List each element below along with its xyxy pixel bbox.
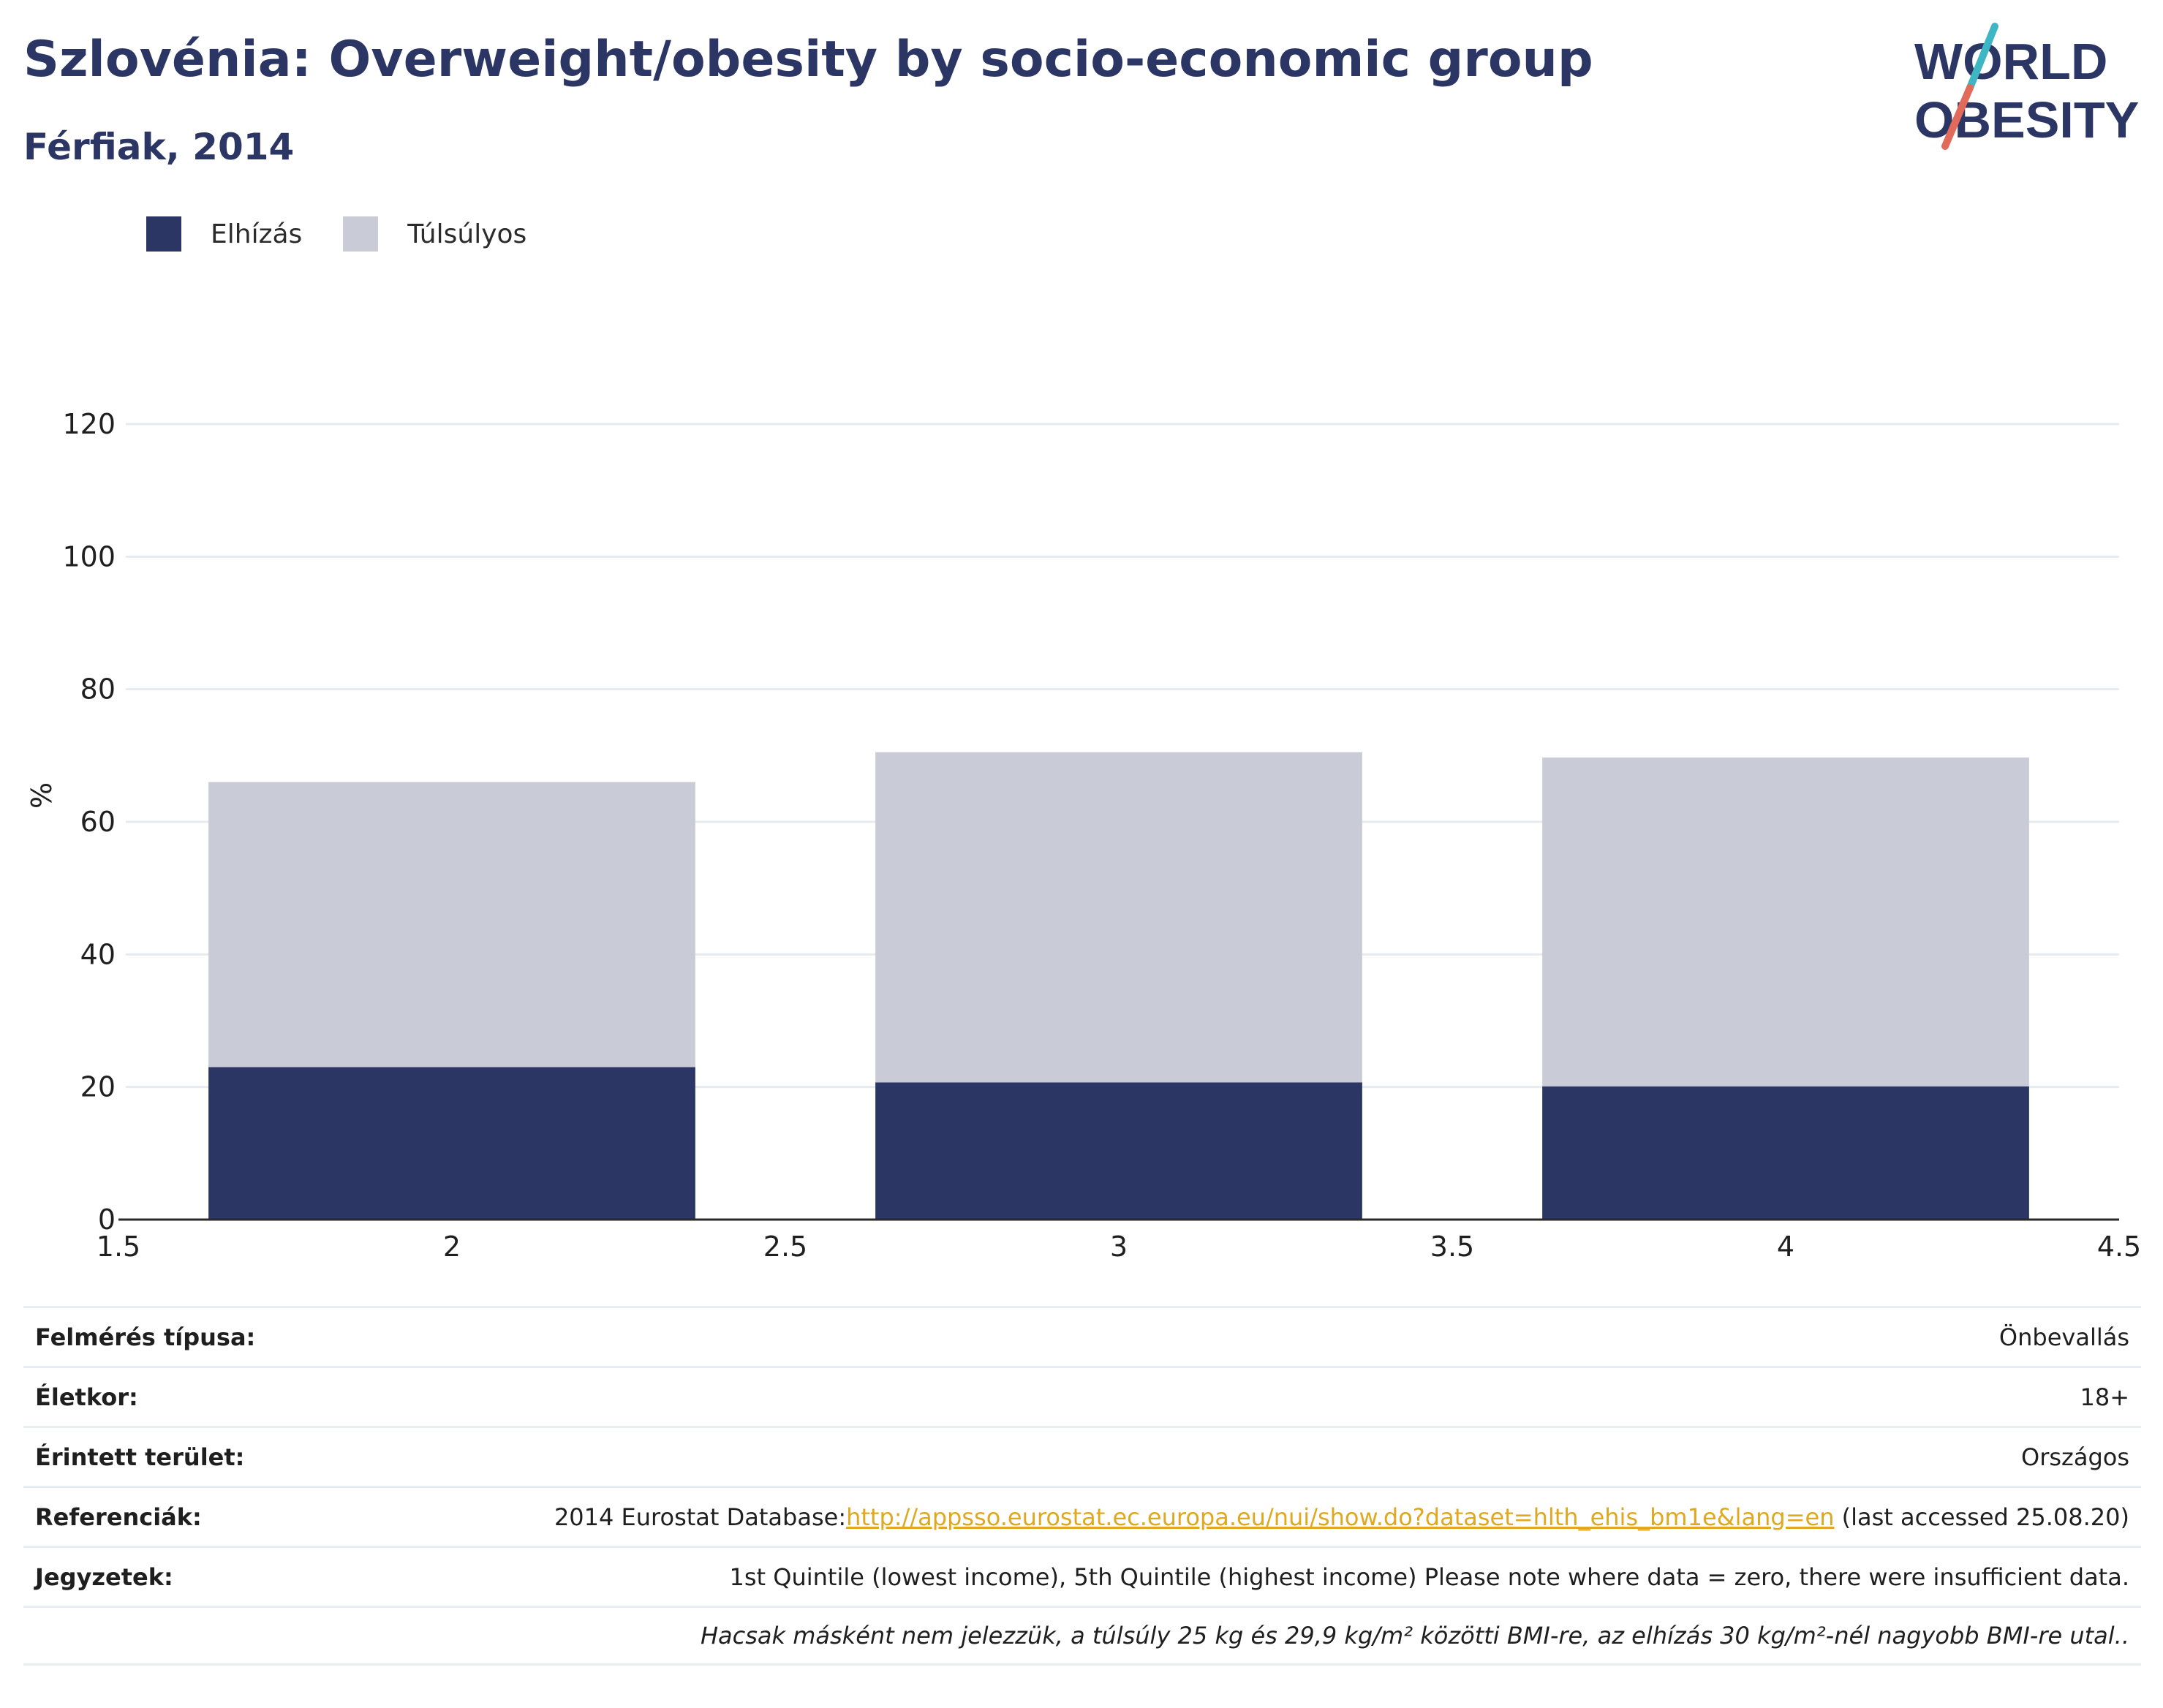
x-tick-label: 2.5 bbox=[763, 1231, 807, 1263]
y-tick-label: 120 bbox=[62, 408, 116, 440]
legend-label-obesity: Elhízás bbox=[211, 219, 303, 249]
bar-overweight[interactable] bbox=[1542, 757, 2029, 1087]
legend-item-obesity[interactable]: Elhízás bbox=[146, 216, 302, 252]
legend: Elhízás Túlsúlyos bbox=[146, 216, 567, 252]
legend-item-overweight[interactable]: Túlsúlyos bbox=[343, 216, 526, 252]
legend-swatch-overweight bbox=[343, 216, 379, 252]
bar-obesity[interactable] bbox=[875, 1082, 1362, 1220]
world-obesity-logo: WORLD OBESITY bbox=[1914, 23, 2139, 150]
age-value: 18+ bbox=[2080, 1383, 2129, 1411]
x-tick-label: 4 bbox=[1777, 1231, 1794, 1263]
axes: 0 20 40 60 80 100 120 1.5 2 2.5 3 3.5 4 4.5 bbox=[62, 408, 2141, 1263]
references-link[interactable]: http://appsso.eurostat.ec.europa.eu/nui/… bbox=[846, 1503, 1835, 1531]
x-tick-label: 3 bbox=[1110, 1231, 1128, 1263]
bar-overweight[interactable] bbox=[208, 782, 695, 1068]
references-label: Referenciák: bbox=[35, 1503, 202, 1531]
info-table: Felmérés típusa: Önbevallás Életkor: 18+… bbox=[23, 1306, 2141, 1666]
area-label: Érintett terület: bbox=[35, 1443, 245, 1471]
notes-value: 1st Quintile (lowest income), 5th Quinti… bbox=[729, 1562, 2130, 1591]
x-tick-label: 4.5 bbox=[2097, 1231, 2141, 1263]
info-row-footnote: Hacsak másként nem jelezzük, a túlsúly 2… bbox=[23, 1606, 2141, 1666]
info-row-age: Életkor: 18+ bbox=[23, 1366, 2141, 1426]
x-tick-label: 3.5 bbox=[1430, 1231, 1474, 1263]
age-label: Életkor: bbox=[35, 1383, 138, 1411]
y-tick-label: 80 bbox=[80, 673, 116, 706]
references-value: 2014 Eurostat Database:http://appsso.eur… bbox=[554, 1503, 2129, 1531]
info-row-area: Érintett terület: Országos bbox=[23, 1426, 2141, 1486]
bar-overweight[interactable] bbox=[875, 752, 1362, 1083]
bars bbox=[208, 752, 2029, 1220]
y-tick-label: 40 bbox=[80, 938, 116, 970]
info-row-notes: Jegyzetek: 1st Quintile (lowest income),… bbox=[23, 1546, 2141, 1606]
bar-obesity[interactable] bbox=[1542, 1086, 2029, 1220]
bar-obesity[interactable] bbox=[208, 1067, 695, 1220]
survey-type-label: Felmérés típusa: bbox=[35, 1323, 256, 1351]
notes-label: Jegyzetek: bbox=[35, 1562, 173, 1591]
y-axis-label: % bbox=[26, 782, 58, 809]
chart-title: Szlovénia: Overweight/obesity by socio-e… bbox=[23, 31, 1593, 88]
y-tick-label: 100 bbox=[62, 540, 116, 573]
chart-subtitle: Férfiak, 2014 bbox=[23, 126, 295, 168]
area-value: Országos bbox=[2021, 1443, 2129, 1471]
y-tick-label: 0 bbox=[98, 1203, 116, 1236]
info-row-survey: Felmérés típusa: Önbevallás bbox=[23, 1306, 2141, 1366]
footnote: Hacsak másként nem jelezzük, a túlsúly 2… bbox=[700, 1622, 2129, 1650]
y-tick-label: 60 bbox=[80, 806, 116, 838]
legend-swatch-obesity bbox=[146, 216, 181, 252]
logo-line-1: WORLD bbox=[1914, 33, 2107, 90]
x-tick-label: 2 bbox=[443, 1231, 461, 1263]
info-row-references: Referenciák: 2014 Eurostat Database:http… bbox=[23, 1486, 2141, 1546]
y-tick-label: 20 bbox=[80, 1071, 116, 1103]
references-prefix: 2014 Eurostat Database: bbox=[554, 1503, 847, 1531]
x-tick-label: 1.5 bbox=[97, 1231, 140, 1263]
legend-label-overweight: Túlsúlyos bbox=[407, 219, 527, 249]
references-suffix: (last accessed 25.08.20) bbox=[1834, 1503, 2129, 1531]
survey-type-value: Önbevallás bbox=[1998, 1323, 2129, 1351]
bar-chart: 0 20 40 60 80 100 120 1.5 2 2.5 3 3.5 4 4.5 % bbox=[26, 408, 2141, 1263]
